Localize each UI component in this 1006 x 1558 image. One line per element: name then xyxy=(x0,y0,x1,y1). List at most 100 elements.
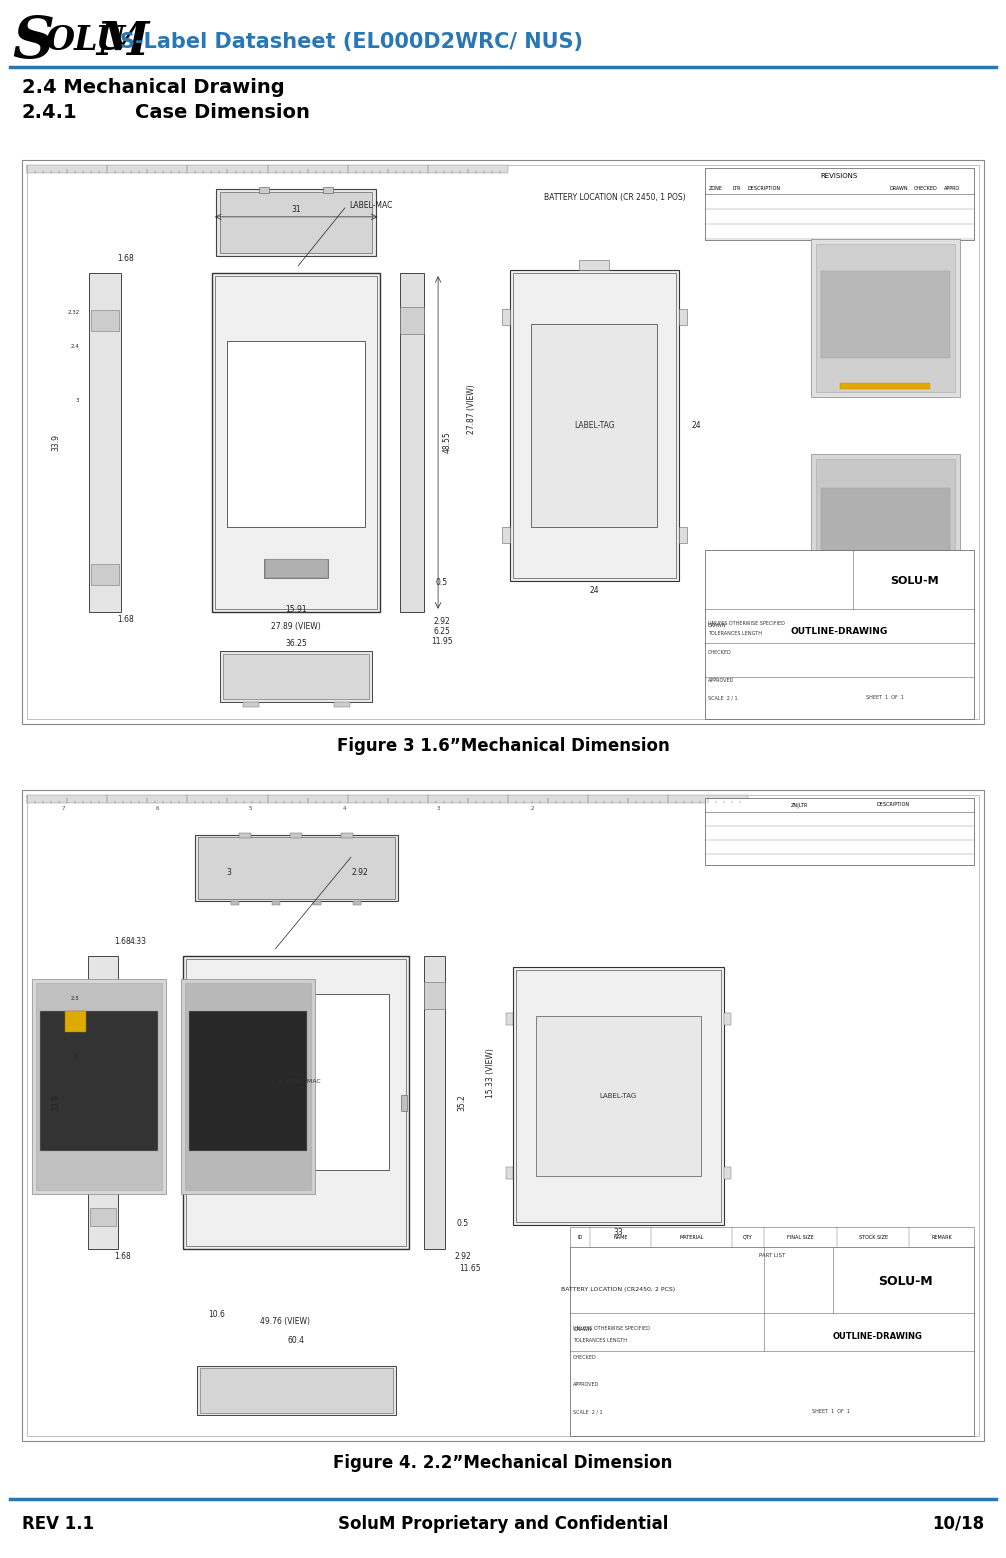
Text: 33.9: 33.9 xyxy=(51,435,60,450)
Bar xyxy=(65,1011,86,1033)
Text: DESCRIPTION: DESCRIPTION xyxy=(747,185,781,192)
Bar xyxy=(513,273,675,578)
Text: 4: 4 xyxy=(343,805,346,810)
Text: 2.5: 2.5 xyxy=(70,996,79,1000)
Text: 36.25: 36.25 xyxy=(286,639,307,648)
Bar xyxy=(212,273,380,612)
Text: DRAWN: DRAWN xyxy=(889,185,908,192)
Text: 7: 7 xyxy=(61,805,65,810)
Bar xyxy=(272,901,280,905)
Text: 11.65: 11.65 xyxy=(459,1264,481,1273)
Bar xyxy=(203,994,389,1170)
Text: 10.6: 10.6 xyxy=(208,1310,225,1320)
Bar xyxy=(510,270,678,581)
Bar xyxy=(516,971,721,1221)
FancyBboxPatch shape xyxy=(266,559,327,578)
Bar xyxy=(260,187,270,193)
Text: 2.4: 2.4 xyxy=(70,344,79,349)
Bar xyxy=(506,1013,513,1025)
Text: OLU: OLU xyxy=(46,23,126,56)
Text: 2: 2 xyxy=(530,805,534,810)
Text: 1.68: 1.68 xyxy=(117,254,134,263)
Text: 0.5: 0.5 xyxy=(436,578,448,587)
Text: APPROVED: APPROVED xyxy=(708,678,734,682)
Text: 35.2: 35.2 xyxy=(458,1094,467,1111)
Bar xyxy=(181,978,316,1193)
Bar xyxy=(502,527,510,542)
Bar xyxy=(216,189,376,257)
Bar xyxy=(816,458,955,619)
Bar xyxy=(88,957,119,1250)
Text: 49.76 (VIEW): 49.76 (VIEW) xyxy=(260,1317,310,1326)
Bar xyxy=(353,901,361,905)
Bar xyxy=(570,1248,974,1436)
Bar xyxy=(90,985,117,1003)
Bar xyxy=(242,703,259,707)
Bar xyxy=(705,550,974,720)
Bar xyxy=(840,383,930,390)
Bar xyxy=(290,834,302,838)
Bar xyxy=(239,834,252,838)
Text: UNLESS OTHERWISE SPECIFIED: UNLESS OTHERWISE SPECIFIED xyxy=(708,620,785,626)
Bar xyxy=(32,978,166,1193)
Text: BATTERY LOCATION (CR2450, 2 PCS): BATTERY LOCATION (CR2450, 2 PCS) xyxy=(561,1287,675,1293)
Bar xyxy=(90,1207,117,1226)
Text: REMARK: REMARK xyxy=(932,1235,952,1240)
Bar xyxy=(811,453,960,623)
Text: 48.55: 48.55 xyxy=(443,432,452,453)
Bar xyxy=(194,835,398,901)
Bar xyxy=(313,901,321,905)
Bar xyxy=(678,308,686,324)
Text: OUTLINE-DRAWING: OUTLINE-DRAWING xyxy=(832,1332,923,1340)
Text: OUTLINE-DRAWING: OUTLINE-DRAWING xyxy=(791,626,888,636)
Text: LABEL-MAC: LABEL-MAC xyxy=(350,201,393,210)
Bar xyxy=(27,165,979,720)
Text: 3: 3 xyxy=(226,868,230,877)
Text: Case Dimension: Case Dimension xyxy=(135,103,310,122)
Bar xyxy=(341,834,353,838)
Text: DESCRIPTION: DESCRIPTION xyxy=(876,802,909,807)
Bar xyxy=(40,1011,158,1151)
Text: UNLESS OTHERWISE SPECIFIED: UNLESS OTHERWISE SPECIFIED xyxy=(573,1326,650,1332)
Text: TOLERANCES LENGTH: TOLERANCES LENGTH xyxy=(708,631,762,636)
Text: 2.92: 2.92 xyxy=(434,617,450,626)
Bar xyxy=(399,273,424,612)
Bar xyxy=(36,983,162,1190)
Bar xyxy=(22,790,984,1441)
Text: 2.32: 2.32 xyxy=(67,310,79,315)
Text: 2.4.1: 2.4.1 xyxy=(22,103,77,122)
Bar xyxy=(186,960,406,1246)
Bar xyxy=(506,1167,513,1179)
Text: M: M xyxy=(96,19,148,65)
Text: SoluM Proprietary and Confidential: SoluM Proprietary and Confidential xyxy=(338,1514,668,1533)
Bar xyxy=(424,983,445,1008)
Text: 11.95: 11.95 xyxy=(431,637,453,645)
Text: ID: ID xyxy=(577,1235,582,1240)
Text: SHEET  1  OF  1: SHEET 1 OF 1 xyxy=(866,695,904,700)
Text: 2.4 Mechanical Drawing: 2.4 Mechanical Drawing xyxy=(22,78,285,97)
Text: S: S xyxy=(12,14,54,70)
Text: SCALE  2 / 1: SCALE 2 / 1 xyxy=(573,1410,603,1415)
Text: DRAWN: DRAWN xyxy=(708,623,726,628)
Bar xyxy=(197,838,395,899)
Text: 27.87 (VIEW): 27.87 (VIEW) xyxy=(467,383,476,433)
Text: 2.92: 2.92 xyxy=(455,1253,471,1260)
Text: ← LABEL-MAC: ← LABEL-MAC xyxy=(278,1080,321,1084)
Text: REV 1.1: REV 1.1 xyxy=(22,1514,95,1533)
Text: LABEL-TAG: LABEL-TAG xyxy=(600,1094,637,1098)
Bar xyxy=(265,559,328,578)
Text: 10/18: 10/18 xyxy=(932,1514,984,1533)
Bar xyxy=(678,527,686,542)
Bar xyxy=(183,957,409,1250)
Text: 15.91: 15.91 xyxy=(286,605,307,614)
Text: PART LIST: PART LIST xyxy=(759,1253,786,1257)
Bar xyxy=(531,324,658,527)
Text: 4.33: 4.33 xyxy=(130,936,147,946)
Text: 6.25: 6.25 xyxy=(434,626,450,636)
Text: NAME: NAME xyxy=(614,1235,628,1240)
Text: DRAWN: DRAWN xyxy=(573,1327,592,1332)
Bar xyxy=(189,1011,308,1151)
Bar xyxy=(424,957,445,1250)
Text: 0.5: 0.5 xyxy=(457,1218,469,1228)
Text: 24: 24 xyxy=(692,421,701,430)
